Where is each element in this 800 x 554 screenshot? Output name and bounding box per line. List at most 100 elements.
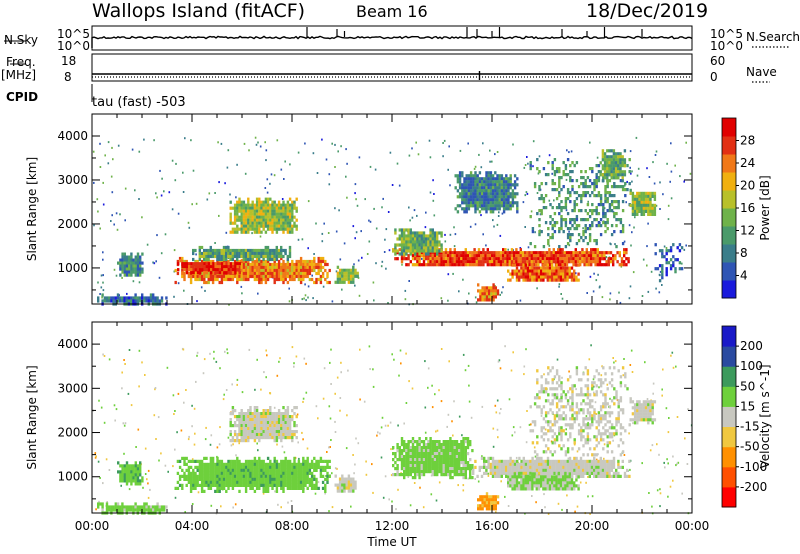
power-cell xyxy=(591,170,594,174)
power-cell xyxy=(469,195,473,199)
power-cell xyxy=(502,189,506,193)
velocity-speckle xyxy=(314,492,317,495)
power-speckle xyxy=(259,235,262,238)
power-cell xyxy=(112,296,115,300)
power-cell xyxy=(680,246,684,250)
power-cell xyxy=(469,257,472,261)
power-speckle xyxy=(352,225,355,228)
power-cell xyxy=(341,268,344,272)
power-cell xyxy=(456,195,460,199)
velocity-cell xyxy=(130,482,133,486)
power-cell xyxy=(604,221,607,225)
power-cell xyxy=(562,161,565,165)
power-cell xyxy=(266,254,270,259)
velocity-cell xyxy=(253,474,257,478)
power-speckle xyxy=(327,232,330,234)
velocity-speckle xyxy=(492,427,495,430)
power-cell xyxy=(603,176,607,180)
power-cell xyxy=(251,206,254,210)
power-cell xyxy=(613,212,616,216)
power-speckle xyxy=(666,162,668,165)
velocity-cell xyxy=(181,486,184,490)
power-speckle xyxy=(609,292,612,295)
power-cell xyxy=(613,182,616,186)
power-cell xyxy=(255,230,259,234)
power-cell xyxy=(572,251,575,255)
power-cell xyxy=(489,171,493,175)
power-cell xyxy=(511,269,514,273)
power-cell xyxy=(559,263,562,267)
power-cell xyxy=(485,201,488,205)
power-cell xyxy=(277,212,281,216)
power-cell xyxy=(258,227,261,231)
power-cell xyxy=(560,224,563,228)
power-cell xyxy=(251,203,254,207)
power-cell xyxy=(537,266,541,270)
power-speckle xyxy=(374,168,377,171)
velocity-cell xyxy=(313,483,316,487)
power-cell xyxy=(396,243,399,247)
power-cell xyxy=(238,218,241,222)
velocity-cell xyxy=(207,474,210,478)
power-cell xyxy=(550,254,553,258)
velocity-cell xyxy=(238,489,241,493)
power-cell xyxy=(258,197,261,201)
power-cell xyxy=(577,239,581,243)
power-cell xyxy=(400,252,404,256)
velocity-cell xyxy=(282,480,285,484)
velocity-cell xyxy=(255,433,259,437)
power-cell xyxy=(97,296,100,300)
velocity-speckle xyxy=(123,424,126,427)
power-cell xyxy=(612,254,615,258)
power-cell xyxy=(222,245,226,250)
power-cell xyxy=(185,265,189,269)
power-cell xyxy=(347,271,351,275)
power-cell xyxy=(271,248,274,253)
power-speckle xyxy=(444,240,447,243)
power-colorbar-tick-label: 28 xyxy=(740,134,755,148)
power-cell xyxy=(392,249,395,253)
power-cell xyxy=(558,170,561,174)
velocity-speckle xyxy=(424,431,427,434)
power-cell xyxy=(218,257,221,262)
power-cell xyxy=(597,179,601,183)
power-cell xyxy=(444,254,448,258)
power-cell xyxy=(633,200,637,204)
power-cell xyxy=(328,268,331,273)
power-cell xyxy=(489,180,493,184)
power-cell xyxy=(480,204,484,208)
power-cell xyxy=(400,260,404,264)
power-cell xyxy=(509,177,512,181)
power-speckle xyxy=(355,231,358,234)
power-cell xyxy=(597,221,601,225)
velocity-cell xyxy=(247,480,250,484)
power-cell xyxy=(199,265,202,269)
velocity-speckle xyxy=(684,437,686,440)
velocity-cell xyxy=(253,436,257,440)
power-cell xyxy=(631,209,635,213)
velocity-speckle xyxy=(144,374,146,376)
power-cell xyxy=(255,227,259,231)
power-cell xyxy=(458,171,462,175)
power-cell xyxy=(420,237,423,241)
power-cell xyxy=(269,221,272,225)
power-cell xyxy=(97,299,100,303)
velocity-speckle xyxy=(108,358,111,361)
power-cell xyxy=(273,268,276,273)
power-cell xyxy=(472,183,475,187)
power-speckle xyxy=(241,292,243,295)
power-cell xyxy=(260,203,263,207)
velocity-cell xyxy=(251,433,254,437)
power-cell xyxy=(273,221,276,225)
power-cell xyxy=(547,161,550,165)
velocity-speckle xyxy=(155,438,157,440)
power-cell xyxy=(238,197,241,201)
velocity-cell xyxy=(225,471,228,475)
power-cell xyxy=(565,251,569,255)
power-cell xyxy=(258,224,261,228)
velocity-cell xyxy=(262,483,265,487)
power-cell xyxy=(451,254,454,258)
power-cell xyxy=(558,185,561,189)
power-cell xyxy=(647,209,650,213)
power-cell xyxy=(411,231,415,235)
